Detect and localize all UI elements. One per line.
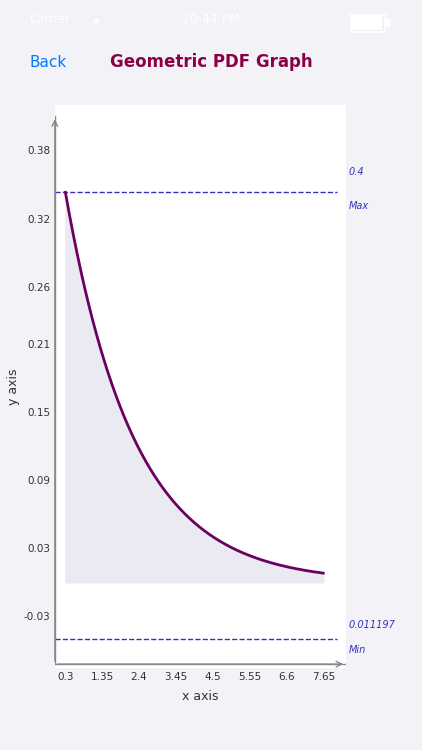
Bar: [385, 19, 390, 27]
Text: Carrier: Carrier: [30, 13, 70, 26]
Text: Max: Max: [349, 201, 369, 211]
Y-axis label: y axis: y axis: [7, 368, 20, 404]
Text: Back: Back: [30, 55, 67, 70]
Text: 10:44 PM: 10:44 PM: [182, 13, 240, 26]
X-axis label: x axis: x axis: [182, 690, 219, 703]
Text: 0.4: 0.4: [349, 166, 365, 177]
Text: 0.011197: 0.011197: [349, 620, 396, 631]
Bar: [352, 16, 382, 31]
Text: Min: Min: [349, 646, 366, 656]
Text: ▲: ▲: [93, 14, 99, 23]
Text: Geometric PDF Graph: Geometric PDF Graph: [110, 53, 312, 71]
